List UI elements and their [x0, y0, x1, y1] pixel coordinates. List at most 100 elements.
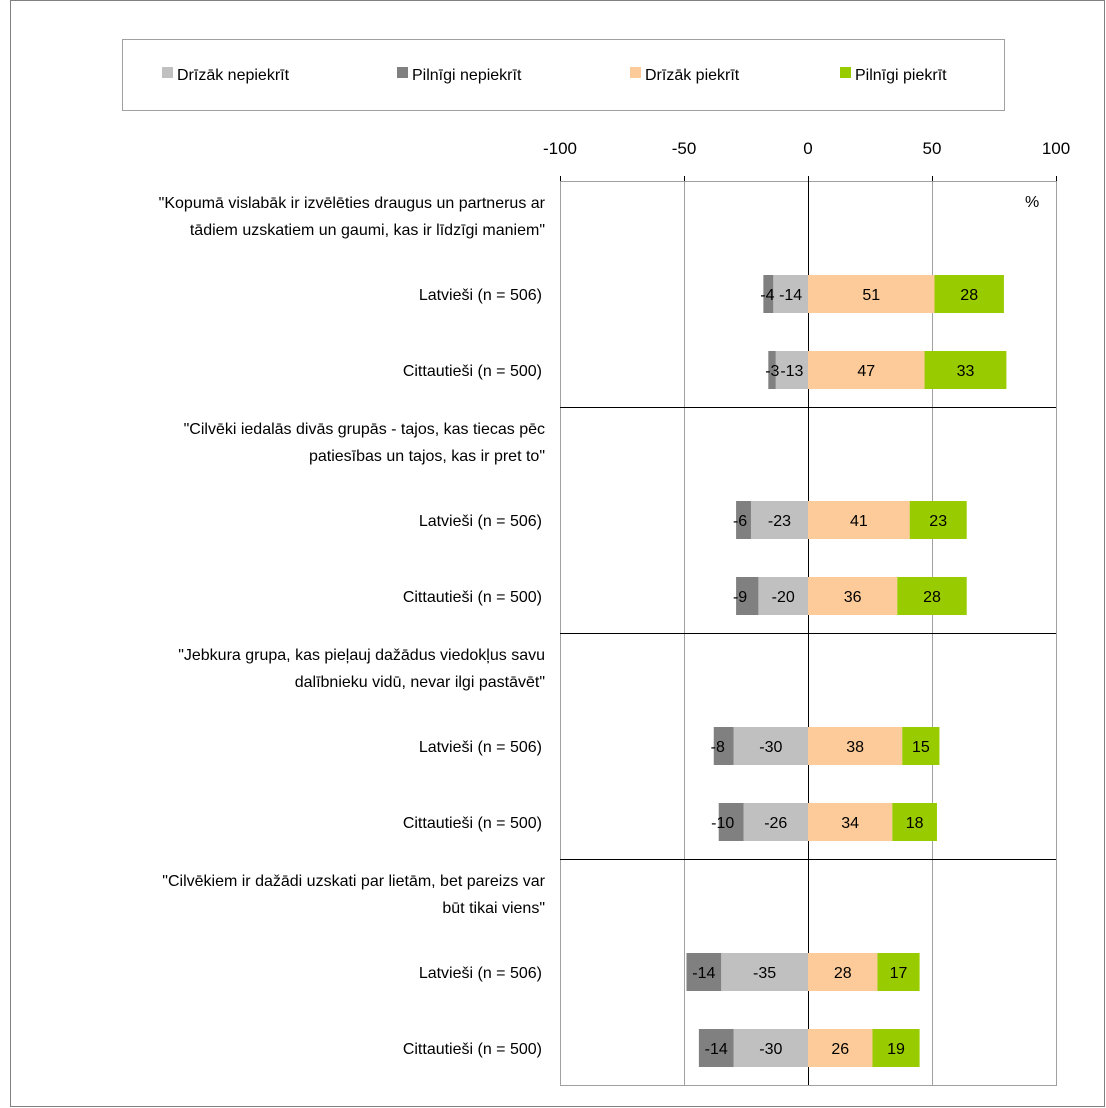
- data-label: 15: [912, 739, 930, 756]
- bar-pilnigi-piekrit: [872, 1029, 920, 1067]
- data-label: -23: [768, 513, 791, 530]
- legend-swatch: [162, 67, 173, 78]
- row-label: Latvieši (n = 506): [419, 965, 542, 982]
- bar-drizak-piekrit: [808, 501, 910, 539]
- data-label: -26: [764, 815, 787, 832]
- statement-line: "Jebkura grupa, kas pieļauj dažādus vied…: [178, 647, 545, 664]
- legend-swatch: [840, 67, 851, 78]
- bar-drizak-nepiekrit: [775, 351, 808, 389]
- data-label: 18: [906, 815, 924, 832]
- bar-drizak-nepiekrit: [733, 727, 808, 765]
- data-label: -9: [733, 589, 747, 606]
- bar-pilnigi-piekrit: [892, 803, 937, 841]
- statement-line: "Cilvēki iedalās divās grupās - tajos, k…: [184, 421, 545, 438]
- bar-pilnigi-piekrit: [909, 501, 967, 539]
- row-label: Latvieši (n = 506): [419, 739, 542, 756]
- data-label: 17: [890, 965, 908, 982]
- tick-label: 0: [803, 139, 812, 158]
- unit-label: %: [1025, 194, 1039, 211]
- legend-box: [122, 39, 1005, 111]
- data-label: -8: [711, 739, 725, 756]
- data-label: -30: [759, 739, 782, 756]
- data-label: -13: [780, 363, 803, 380]
- bar-drizak-piekrit: [808, 351, 925, 389]
- data-label: -35: [753, 965, 776, 982]
- bar-pilnigi-nepiekrit: [686, 953, 722, 991]
- data-label: 26: [831, 1041, 849, 1058]
- bar-drizak-piekrit: [808, 577, 898, 615]
- row-label: Cittautieši (n = 500): [403, 815, 542, 832]
- data-label: -20: [772, 589, 795, 606]
- legend-swatch: [397, 67, 408, 78]
- bar-pilnigi-nepiekrit: [713, 727, 734, 765]
- bar-drizak-piekrit: [808, 803, 893, 841]
- legend-label: Drīzāk piekrīt: [645, 67, 740, 84]
- legend-label: Drīzāk nepiekrīt: [177, 67, 290, 84]
- row-label: Latvieši (n = 506): [419, 513, 542, 530]
- chart-frame: [10, 0, 1105, 1107]
- tick-label: 50: [923, 139, 942, 158]
- bar-pilnigi-piekrit: [924, 351, 1007, 389]
- legend-label: Pilnīgi nepiekrīt: [412, 67, 522, 84]
- value-labels: -14 -4 51 28 -13-3 47 33 -23 -6 41 23 -20 -9 36 28 -30 -…: [692, 287, 978, 1058]
- data-label: -6: [733, 513, 747, 530]
- legend-label: Pilnīgi piekrīt: [855, 67, 947, 84]
- statement-line: dalībnieku vidū, nevar ilgi pastāvēt": [295, 674, 545, 691]
- data-label: -14: [692, 965, 715, 982]
- category-labels: "Kopumā vislabāk ir izvēlēties draugus u…: [159, 195, 546, 1058]
- bar-pilnigi-piekrit: [934, 275, 1004, 313]
- row-label: Latvieši (n = 506): [419, 287, 542, 304]
- row-label: Cittautieši (n = 500): [403, 363, 542, 380]
- data-label: 38: [846, 739, 864, 756]
- data-label: 47: [857, 363, 875, 380]
- data-label: 33: [957, 363, 975, 380]
- gridlines: [560, 181, 1057, 1086]
- statement-line: patiesības un tajos, kas ir pret to": [309, 448, 545, 465]
- data-label: -10: [711, 815, 734, 832]
- bar-pilnigi-piekrit: [877, 953, 920, 991]
- bar-drizak-nepiekrit: [743, 803, 808, 841]
- bar-pilnigi-piekrit: [897, 577, 967, 615]
- bar-drizak-nepiekrit: [773, 275, 808, 313]
- data-label: 51: [862, 287, 880, 304]
- data-label: 28: [923, 589, 941, 606]
- statement-line: "Cilvēkiem ir dažādi uzskati par lietām,…: [162, 873, 545, 890]
- bar-drizak-piekrit: [808, 1029, 873, 1067]
- bar-drizak-piekrit: [808, 953, 878, 991]
- bar-drizak-piekrit: [808, 727, 903, 765]
- tick-label: 100: [1042, 139, 1070, 158]
- data-label: -14: [779, 287, 802, 304]
- data-label: -30: [759, 1041, 782, 1058]
- statement-line: būt tikai viens": [442, 900, 545, 917]
- bar-pilnigi-nepiekrit: [718, 803, 744, 841]
- row-label: Cittautieši (n = 500): [403, 589, 542, 606]
- row-label: Cittautieši (n = 500): [403, 1041, 542, 1058]
- bar-drizak-nepiekrit: [758, 577, 808, 615]
- tick-label: -50: [672, 139, 697, 158]
- data-label: 34: [841, 815, 859, 832]
- x-axis: -100 -50 0 50 100: [543, 139, 1070, 181]
- bar-pilnigi-nepiekrit: [698, 1029, 734, 1067]
- bar-pilnigi-nepiekrit: [763, 275, 774, 313]
- tick-label: -100: [543, 139, 577, 158]
- legend-swatch: [630, 67, 641, 78]
- data-label: 36: [844, 589, 862, 606]
- bar-pilnigi-nepiekrit: [768, 351, 776, 389]
- data-label: 28: [960, 287, 978, 304]
- data-label: -14: [705, 1041, 728, 1058]
- bar-pilnigi-piekrit: [902, 727, 940, 765]
- bar-pilnigi-nepiekrit: [736, 577, 759, 615]
- bar-drizak-piekrit: [808, 275, 935, 313]
- data-label: 28: [834, 965, 852, 982]
- data-label: 23: [929, 513, 947, 530]
- statement-line: "Kopumā vislabāk ir izvēlēties draugus u…: [159, 195, 546, 212]
- data-label: -3: [765, 363, 779, 380]
- bar-drizak-nepiekrit: [733, 1029, 808, 1067]
- statement-line: tādiem uzskatiem un gaumi, kas ir līdzīg…: [190, 222, 545, 239]
- data-label: 19: [887, 1041, 905, 1058]
- data-label: -4: [760, 287, 774, 304]
- bars: [686, 275, 1007, 1067]
- bar-drizak-nepiekrit: [750, 501, 808, 539]
- bar-drizak-nepiekrit: [721, 953, 808, 991]
